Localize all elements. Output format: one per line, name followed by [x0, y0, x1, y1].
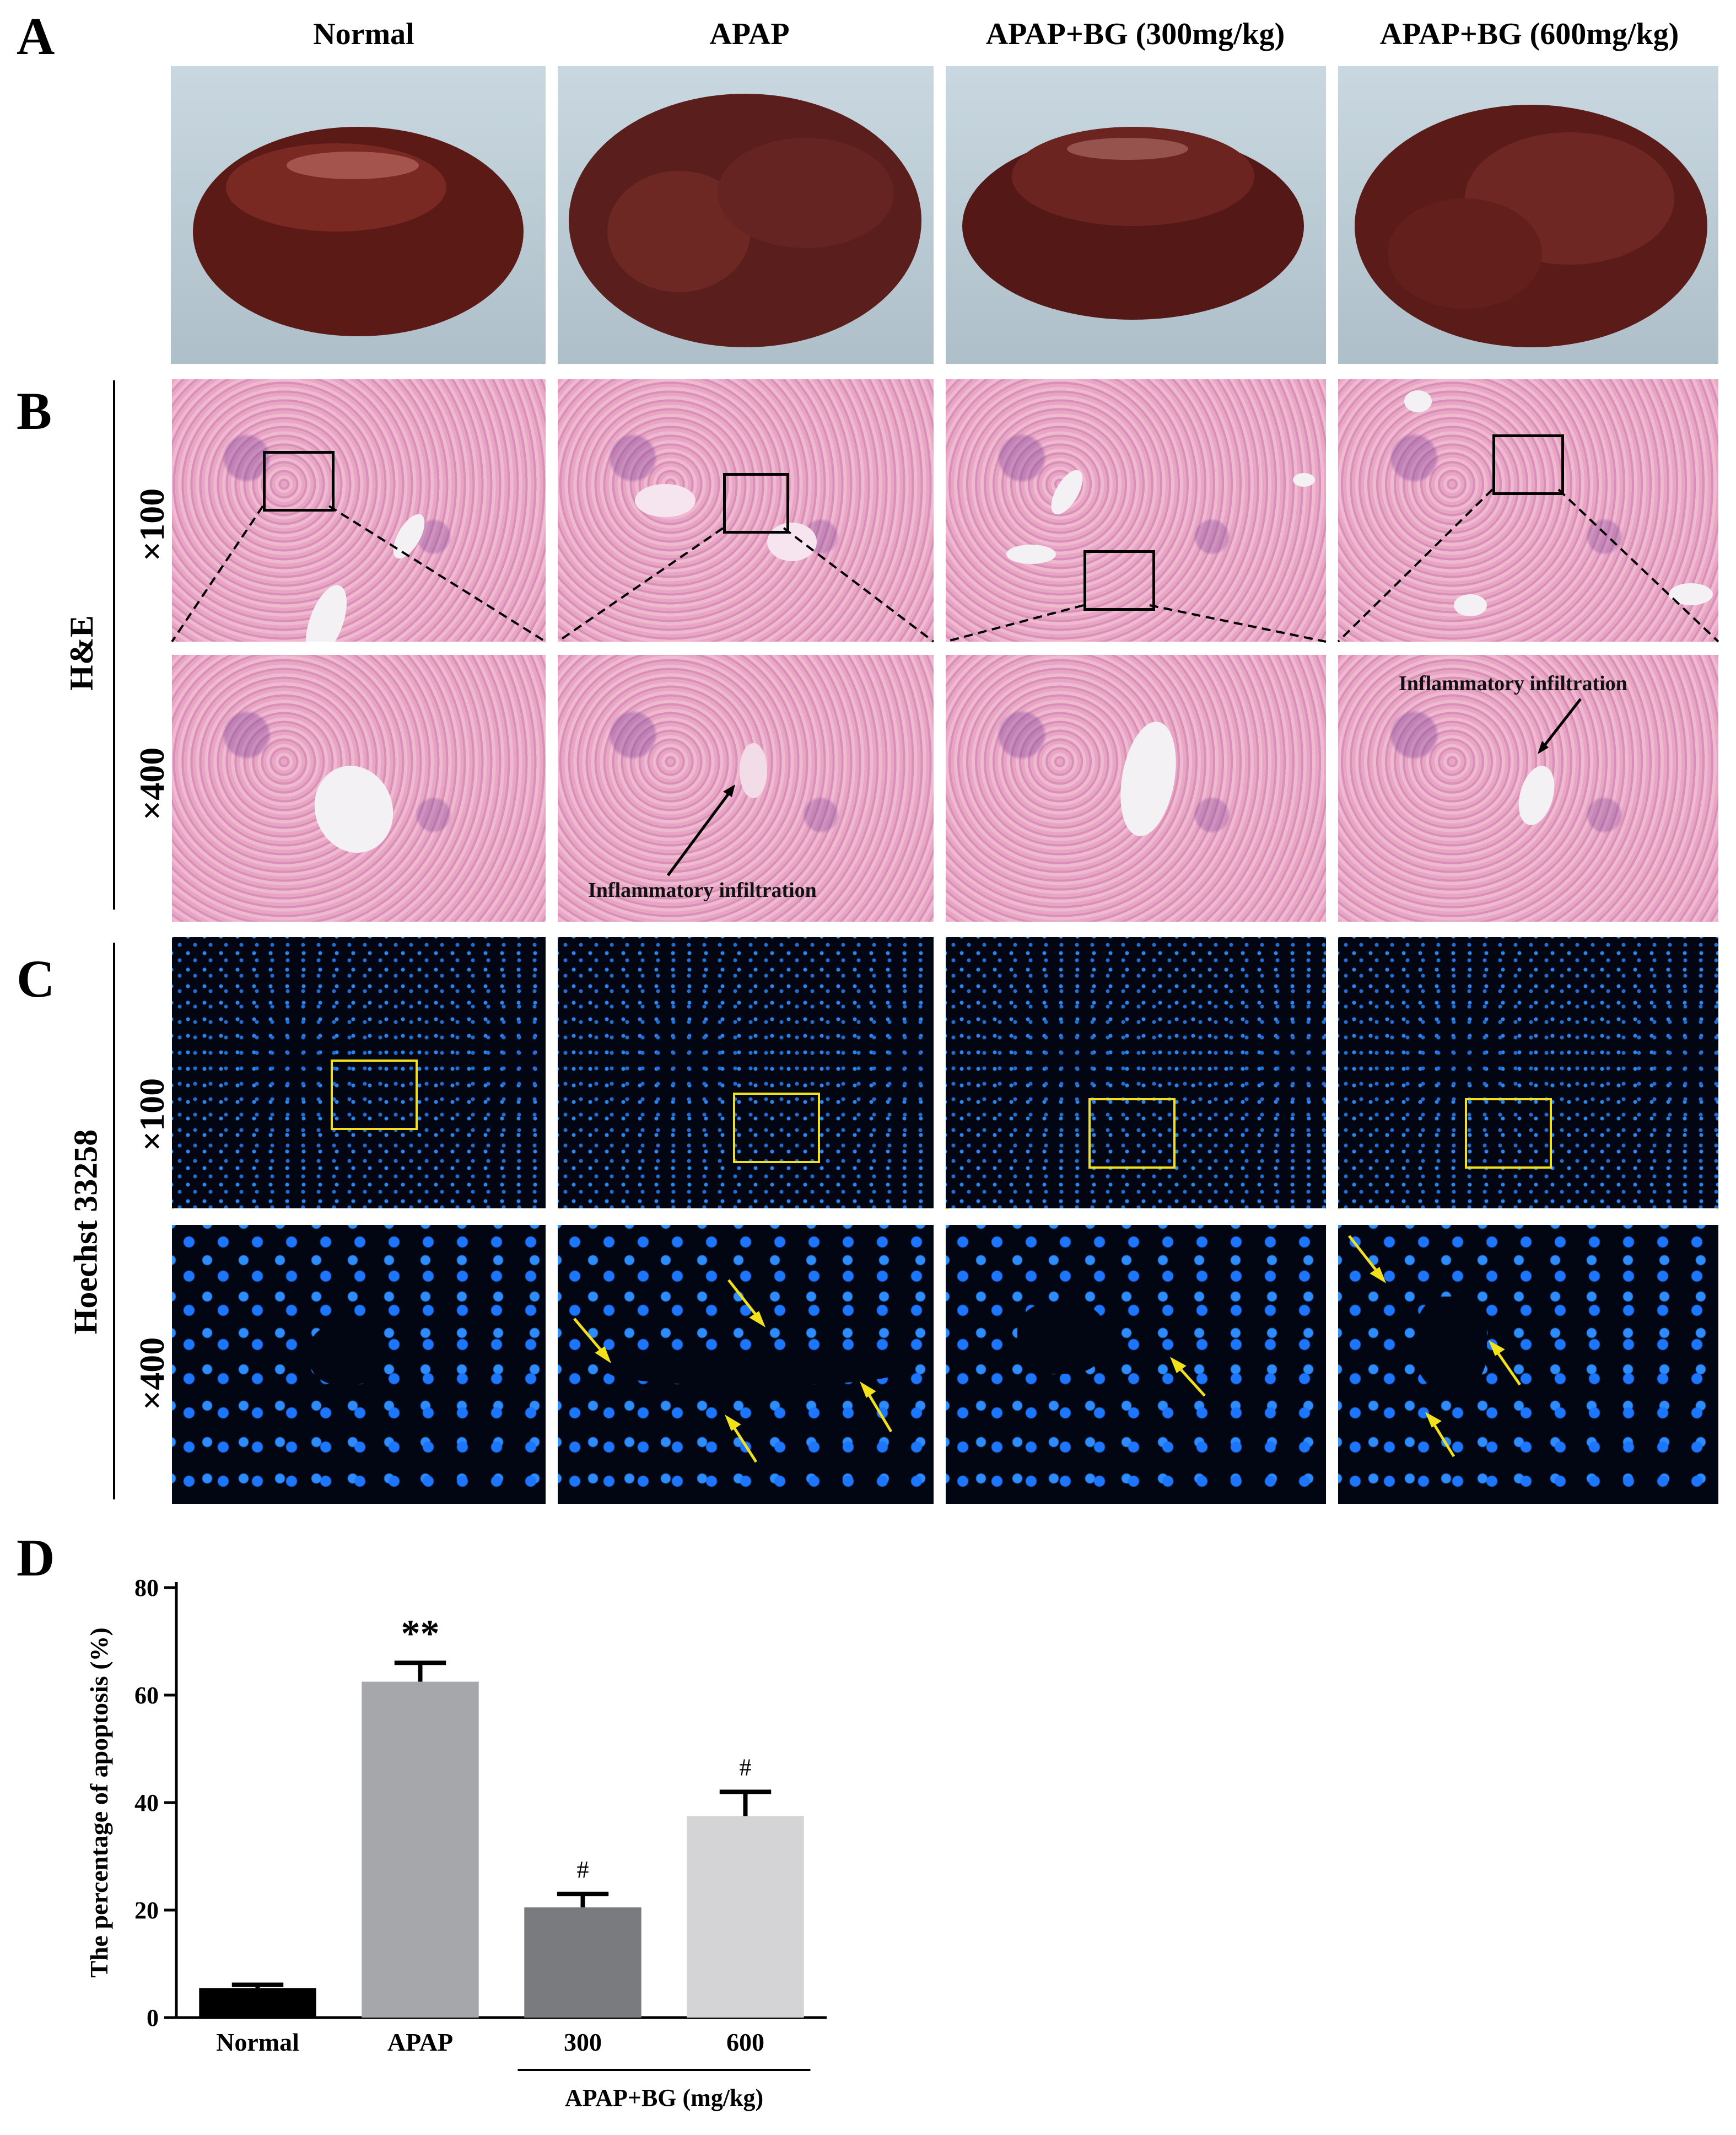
he-bracket-line	[113, 380, 115, 910]
hoechst-mag-high: ×400	[132, 1337, 172, 1411]
zoom-box	[1088, 1098, 1176, 1169]
x-category-label: Normal	[216, 2028, 299, 2056]
y-tick-label: 60	[134, 1682, 159, 1709]
zoom-box	[331, 1060, 418, 1130]
significance-mark: **	[401, 1613, 440, 1655]
he-100-bg300	[946, 379, 1326, 642]
group-label: APAP+BG (mg/kg)	[565, 2084, 763, 2111]
zoom-box	[1083, 550, 1155, 611]
hoechst-400-bg300	[946, 1225, 1326, 1504]
he-100-normal	[172, 379, 546, 642]
zoom-box	[1465, 1098, 1552, 1169]
he-100-apap	[558, 379, 934, 642]
infiltration-arrow	[666, 784, 735, 876]
he-400-normal	[172, 655, 546, 922]
hoechst-400-apap	[558, 1225, 934, 1504]
he-100-bg600	[1338, 379, 1718, 642]
panel-label-c: C	[17, 949, 55, 1008]
hoechst-100-bg600	[1338, 937, 1718, 1208]
liver-photo-normal	[171, 66, 546, 364]
x-category-label: 300	[564, 2028, 602, 2056]
hoechst-400-normal	[172, 1225, 546, 1504]
column-header-apap: APAP	[709, 17, 790, 51]
x-category-label: 600	[726, 2028, 764, 2056]
zoom-box	[723, 473, 789, 534]
y-axis-title: The percentage of apoptosis (%)	[85, 1627, 113, 1977]
zoom-box	[263, 451, 335, 512]
hoechst-100-normal	[172, 937, 546, 1208]
significance-mark: #	[740, 1754, 752, 1781]
liver-photo-apap	[558, 66, 934, 364]
bar	[199, 1988, 316, 2018]
zoom-box	[1492, 434, 1564, 495]
y-tick-label: 80	[134, 1574, 159, 1601]
y-tick-label: 20	[134, 1897, 159, 1924]
infiltration-arrow	[1538, 698, 1582, 754]
hoechst-100-bg300	[946, 937, 1326, 1208]
panel-label-d: D	[17, 1528, 55, 1587]
significance-mark: #	[577, 1856, 589, 1883]
y-tick-label: 0	[147, 2004, 159, 2031]
panel-label-b: B	[17, 381, 52, 440]
zoom-box	[733, 1093, 820, 1163]
hoechst-bracket-line	[113, 943, 115, 1499]
x-category-label: APAP	[387, 2028, 453, 2056]
bar	[687, 1816, 804, 2018]
liver-photo-bg600	[1338, 66, 1718, 364]
he-400-apap: Inflammatory infiltration	[558, 655, 934, 922]
yellow-arrows	[1170, 1357, 1206, 1397]
annotation-infiltration-bg600: Inflammatory infiltration	[1399, 672, 1627, 695]
column-header-normal: Normal	[313, 17, 414, 51]
column-header-bg600: APAP+BG (600mg/kg)	[1379, 17, 1679, 51]
hoechst-row-label: Hoechst 33258	[67, 1130, 105, 1335]
he-400-bg300	[946, 655, 1326, 922]
apoptosis-bar-chart: 0 20 40 60 80 The percentage of apoptosis (%)…	[85, 1574, 827, 2111]
yellow-arrows	[1348, 1235, 1522, 1458]
hoechst-100-apap	[558, 937, 934, 1208]
column-header-bg300: APAP+BG (300mg/kg)	[985, 17, 1285, 51]
liver-photo-bg300	[946, 66, 1326, 364]
hoechst-row-label-text: Hoechst 33258	[67, 1129, 104, 1335]
bar	[524, 1907, 641, 2018]
annotation-infiltration-apap: Inflammatory infiltration	[588, 879, 817, 902]
bar	[362, 1681, 479, 2018]
panel-label-a: A	[17, 7, 55, 66]
yellow-arrows	[573, 1279, 893, 1463]
hoechst-mag-low: ×100	[132, 1078, 172, 1152]
y-tick-label: 40	[134, 1789, 159, 1816]
hoechst-400-bg600	[1338, 1225, 1718, 1504]
he-400-bg600: Inflammatory infiltration	[1338, 655, 1718, 922]
